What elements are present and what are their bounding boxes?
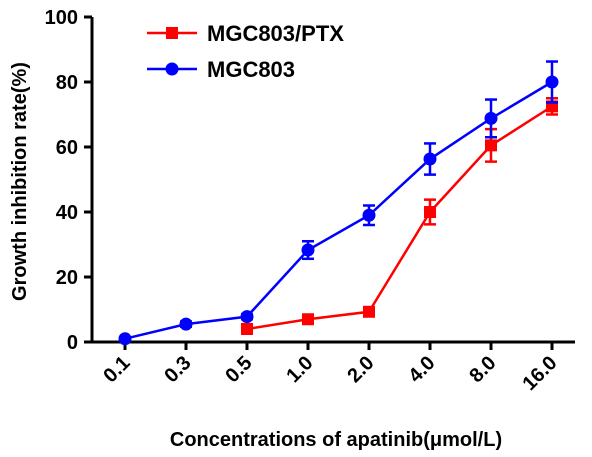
data-point bbox=[362, 208, 376, 222]
data-point bbox=[484, 111, 498, 125]
x-axis-label: Concentrations of apatinib(μmol/L) bbox=[170, 429, 502, 451]
data-point bbox=[363, 305, 375, 318]
data-point bbox=[423, 152, 437, 166]
legend-label: MGC803 bbox=[207, 57, 295, 82]
legend-label: MGC803/PTX bbox=[207, 21, 344, 46]
legend-marker bbox=[166, 27, 178, 39]
data-point bbox=[118, 332, 132, 346]
x-tick-label: 0.1 bbox=[99, 352, 134, 387]
series-0 bbox=[241, 97, 558, 335]
data-point bbox=[485, 139, 497, 152]
data-point bbox=[302, 313, 314, 326]
x-tick-label: 16.0 bbox=[518, 352, 561, 395]
data-point bbox=[179, 317, 193, 331]
legend: MGC803/PTX MGC803 bbox=[147, 21, 344, 82]
series-layer bbox=[118, 60, 559, 346]
y-axis-label: Growth inhibition rate(%) bbox=[9, 62, 31, 301]
series-1 bbox=[118, 60, 559, 346]
x-tick-label: 0.3 bbox=[160, 352, 195, 387]
data-point bbox=[240, 310, 254, 324]
data-point bbox=[424, 206, 436, 218]
data-point bbox=[301, 243, 315, 257]
legend-item-0: MGC803/PTX bbox=[147, 21, 344, 46]
y-tick-label: 40 bbox=[56, 202, 78, 224]
x-tick-label: 4.0 bbox=[404, 352, 439, 387]
legend-item-1: MGC803 bbox=[147, 57, 295, 82]
legend-marker bbox=[165, 62, 179, 76]
series-line bbox=[246, 105, 553, 331]
y-tick-label: 100 bbox=[45, 7, 78, 29]
series-line bbox=[124, 80, 553, 340]
x-tick-label: 0.5 bbox=[221, 352, 256, 387]
x-tick-label: 2.0 bbox=[343, 352, 378, 387]
data-point bbox=[241, 323, 253, 335]
y-tick-label: 20 bbox=[56, 267, 78, 289]
y-tick-label: 80 bbox=[56, 72, 78, 94]
data-point bbox=[545, 75, 559, 89]
x-tick-label: 8.0 bbox=[465, 352, 500, 387]
y-tick-label: 0 bbox=[67, 332, 78, 354]
x-tick-label: 1.0 bbox=[282, 352, 317, 387]
y-tick-label: 60 bbox=[56, 137, 78, 159]
